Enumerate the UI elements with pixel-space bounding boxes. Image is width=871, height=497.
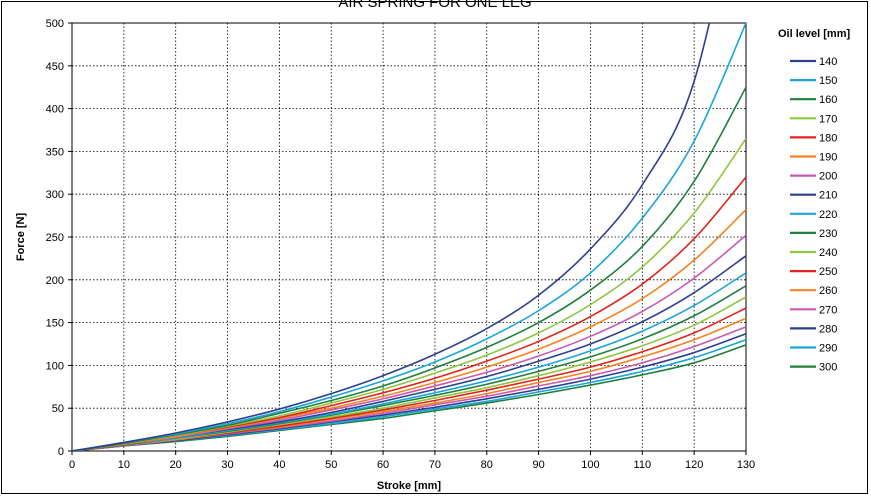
y-tick-label: 50 — [52, 403, 64, 415]
series-line-240 — [72, 296, 746, 451]
x-tick-label: 40 — [273, 459, 285, 471]
y-tick-label: 450 — [46, 61, 64, 73]
legend-label-140: 140 — [819, 56, 837, 68]
legend-label-280: 280 — [819, 323, 837, 335]
series-line-170 — [72, 138, 746, 451]
y-tick-label: 300 — [46, 189, 64, 201]
legend-label-300: 300 — [819, 362, 837, 374]
legend-label-220: 220 — [819, 209, 837, 221]
series-line-180 — [72, 176, 746, 451]
x-tick-label: 80 — [481, 459, 493, 471]
series-line-200 — [72, 234, 746, 451]
x-tick-label: 100 — [581, 459, 599, 471]
y-tick-label: 100 — [46, 360, 64, 372]
series-line-140 — [72, 23, 711, 451]
legend: Oil level [mm] 140 150 160 170 180 190 200 210 2… — [778, 28, 850, 374]
x-tick-label: 120 — [685, 459, 703, 471]
x-tick-label: 70 — [429, 459, 441, 471]
y-axis-label: Force [N] — [15, 213, 27, 262]
legend-label-160: 160 — [819, 94, 837, 106]
legend-label-230: 230 — [819, 228, 837, 240]
legend-label-190: 190 — [819, 152, 837, 164]
x-axis-label: Stroke [mm] — [377, 480, 442, 492]
series-line-300 — [72, 344, 746, 451]
y-tick-label: 350 — [46, 146, 64, 158]
grid — [72, 23, 746, 451]
axis-ticks: 0 10 20 30 40 50 60 70 80 90 100 110 120 130 0 50 100 150… — [46, 18, 756, 471]
legend-title: Oil level [mm] — [778, 28, 850, 40]
legend-label-180: 180 — [819, 132, 837, 144]
series-line-260 — [72, 317, 746, 451]
series-line-190 — [72, 209, 746, 451]
legend-label-250: 250 — [819, 266, 837, 278]
x-tick-label: 10 — [118, 459, 130, 471]
legend-label-200: 200 — [819, 171, 837, 183]
x-tick-label: 50 — [325, 459, 337, 471]
x-tick-label: 30 — [221, 459, 233, 471]
series-line-210 — [72, 255, 746, 451]
x-tick-label: 90 — [532, 459, 544, 471]
chart-title: AIR SPRING FOR ONE LEG — [338, 0, 531, 11]
legend-label-170: 170 — [819, 113, 837, 125]
legend-label-150: 150 — [819, 75, 837, 87]
y-tick-label: 150 — [46, 318, 64, 330]
series-lines — [72, 23, 746, 451]
series-line-160 — [72, 86, 746, 451]
series-line-280 — [72, 332, 746, 451]
y-tick-label: 400 — [46, 104, 64, 116]
series-line-220 — [72, 272, 746, 451]
y-tick-label: 0 — [58, 446, 64, 458]
x-tick-label: 110 — [634, 459, 652, 471]
y-tick-label: 250 — [46, 232, 64, 244]
legend-label-240: 240 — [819, 247, 837, 259]
y-tick-label: 200 — [46, 275, 64, 287]
x-tick-label: 0 — [69, 459, 75, 471]
legend-label-270: 270 — [819, 304, 837, 316]
x-tick-label: 20 — [170, 459, 182, 471]
legend-label-210: 210 — [819, 190, 837, 202]
x-tick-label: 60 — [377, 459, 389, 471]
y-tick-label: 500 — [46, 18, 64, 30]
legend-label-290: 290 — [819, 343, 837, 355]
legend-label-260: 260 — [819, 285, 837, 297]
x-tick-label: 130 — [737, 459, 755, 471]
series-line-150 — [72, 23, 746, 451]
